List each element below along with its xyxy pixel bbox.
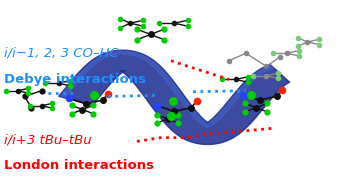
Text: i/i+3 tBu–tBu: i/i+3 tBu–tBu [4, 133, 92, 146]
Polygon shape [60, 51, 274, 128]
Polygon shape [59, 50, 290, 144]
Text: i/i−1, 2, 3 CO–HC: i/i−1, 2, 3 CO–HC [4, 47, 119, 60]
Text: Debye interactions: Debye interactions [4, 73, 146, 86]
Text: London interactions: London interactions [4, 159, 154, 172]
